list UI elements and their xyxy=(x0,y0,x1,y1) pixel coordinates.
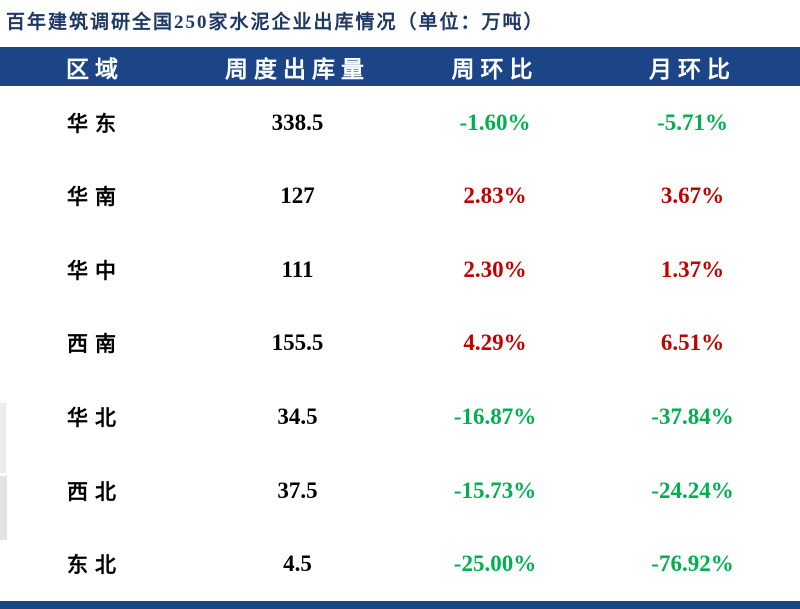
left-edge-artifact xyxy=(0,403,6,473)
bottom-accent-bar xyxy=(0,601,800,609)
mom-change-cell: -76.92% xyxy=(651,551,734,577)
table-row: 华南 127 2.83% 3.67% xyxy=(0,160,800,234)
mom-change-cell: -37.84% xyxy=(651,404,734,430)
mom-change-cell: 6.51% xyxy=(660,330,725,356)
table-row: 华东 338.5 -1.60% -5.71% xyxy=(0,86,800,160)
volume-cell: 111 xyxy=(281,256,314,282)
wow-change-cell: 2.30% xyxy=(463,256,527,282)
mom-change-cell: -24.24% xyxy=(651,477,734,503)
column-header-wow-change: 周环比 xyxy=(451,56,539,82)
wow-change-cell: -15.73% xyxy=(453,477,537,503)
mom-change-cell: 1.37% xyxy=(660,256,725,282)
region-cell: 东北 xyxy=(67,553,123,578)
wow-change-cell: -1.60% xyxy=(459,109,531,135)
wow-change-cell: -16.87% xyxy=(453,404,537,430)
column-header-weekly-volume: 周度出库量 xyxy=(225,56,370,82)
volume-cell: 4.5 xyxy=(283,551,312,577)
left-edge-artifact xyxy=(0,476,7,540)
volume-cell: 155.5 xyxy=(271,330,324,356)
table-row: 东北 4.5 -25.00% -76.92% xyxy=(0,527,800,601)
table-row: 华中 111 2.30% 1.37% xyxy=(0,233,800,307)
volume-cell: 34.5 xyxy=(277,404,318,430)
region-cell: 西南 xyxy=(67,332,123,357)
region-cell: 华南 xyxy=(67,185,123,210)
column-header-mom-change: 月环比 xyxy=(649,56,736,82)
region-cell: 西北 xyxy=(67,479,123,504)
mom-change-cell: -5.71% xyxy=(657,109,728,135)
wow-change-cell: 4.29% xyxy=(463,330,527,356)
column-header-region: 区域 xyxy=(66,56,124,82)
page-title: 百年建筑调研全国250家水泥企业出库情况（单位：万吨） xyxy=(6,12,545,33)
wow-change-cell: -25.00% xyxy=(453,551,537,577)
table-row: 西北 37.5 -15.73% -24.24% xyxy=(0,454,800,528)
region-cell: 华中 xyxy=(67,258,123,283)
region-cell: 华东 xyxy=(67,111,123,136)
volume-cell: 37.5 xyxy=(277,477,318,503)
volume-cell: 127 xyxy=(280,183,315,209)
mom-change-cell: 3.67% xyxy=(660,183,725,209)
volume-cell: 338.5 xyxy=(271,109,324,135)
table-row: 西南 155.5 4.29% 6.51% xyxy=(0,307,800,381)
table-header-row: 区域 周度出库量 周环比 月环比 xyxy=(0,47,800,86)
region-cell: 华北 xyxy=(67,406,123,431)
table-row: 华北 34.5 -16.87% -37.84% xyxy=(0,380,800,454)
table-body: 华东 338.5 -1.60% -5.71% 华南 127 2.83% 3.67… xyxy=(0,86,800,601)
wow-change-cell: 2.83% xyxy=(463,183,527,209)
